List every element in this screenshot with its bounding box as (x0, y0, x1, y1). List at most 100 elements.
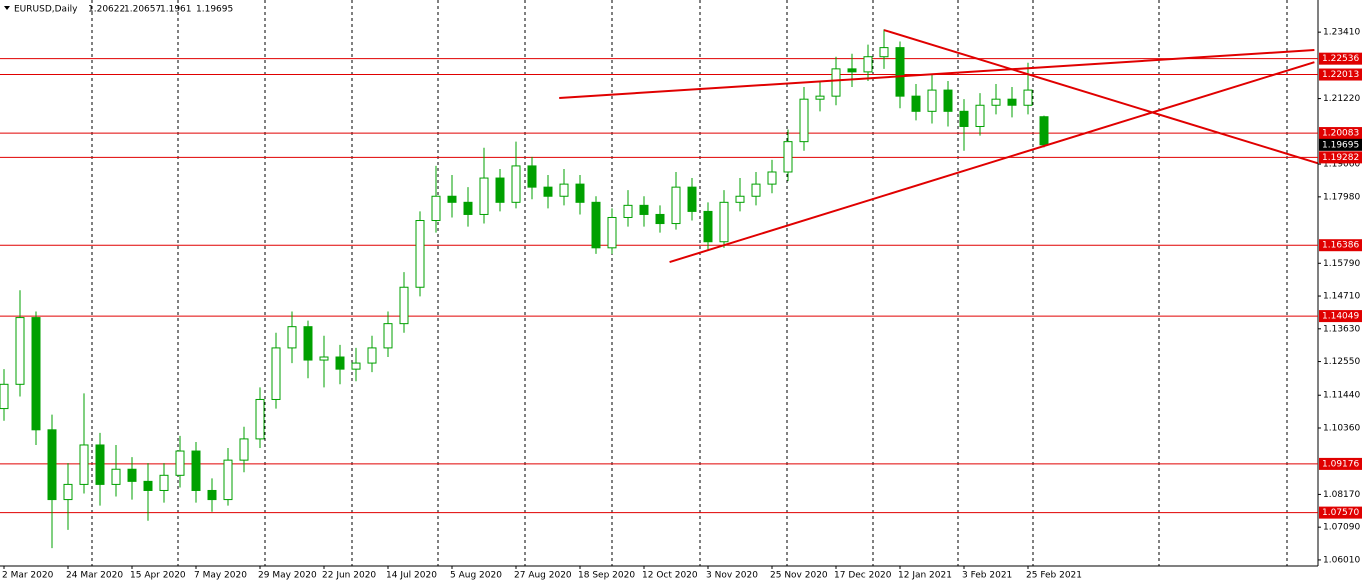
y-tick-label: 1.12550 (1323, 357, 1360, 367)
candle-body (15, 317, 25, 385)
level-label-box (1319, 506, 1362, 519)
candle-body (0, 383, 9, 410)
candle-body (1023, 89, 1033, 106)
y-tick-label: 1.23410 (1323, 28, 1360, 38)
candle-body (239, 438, 249, 461)
level-label-box (1319, 310, 1362, 323)
candle-body (991, 98, 1001, 106)
symbol-title: EURUSD,Daily (14, 5, 78, 15)
candle-body (175, 450, 185, 476)
candle-body (1007, 98, 1017, 106)
y-tick-label: 1.14710 (1323, 292, 1360, 302)
candle-body (687, 186, 697, 212)
candle-body (607, 216, 617, 249)
candle-body (255, 398, 265, 440)
trend-line (883, 29, 1318, 165)
candle-body (127, 468, 137, 482)
candle-body (495, 177, 505, 203)
candle-body (111, 468, 121, 485)
level-label: 1.20083 (1322, 129, 1359, 139)
candle-body (223, 459, 233, 501)
x-tick-label: 2 Mar 2020 (2, 571, 54, 581)
current-price-label: 1.19695 (1322, 140, 1359, 150)
candle-body (367, 347, 377, 364)
candle-body (271, 347, 281, 400)
x-tick-label: 25 Feb 2021 (1026, 571, 1082, 581)
trend-line (669, 61, 1315, 264)
candle-body (47, 429, 57, 501)
level-label: 1.14049 (1322, 312, 1359, 322)
x-tick-label: 12 Oct 2020 (642, 571, 698, 581)
candle-body (975, 104, 985, 127)
candle-body (639, 204, 649, 215)
candle-body (159, 474, 169, 491)
trend-line (559, 49, 1315, 99)
ohlc-low: 1.1961 (160, 5, 192, 15)
x-tick-label: 14 Jul 2020 (386, 571, 437, 581)
candle-body (767, 171, 777, 185)
candle-body (655, 213, 665, 225)
candle-body (799, 98, 809, 143)
x-tick-label: 24 Mar 2020 (66, 571, 123, 581)
x-tick-label: 15 Apr 2020 (130, 571, 186, 581)
candle-body (335, 356, 345, 370)
level-label: 1.22013 (1322, 70, 1359, 80)
level-label-box (1319, 457, 1362, 470)
y-tick-label: 1.10360 (1323, 423, 1360, 433)
ohlc-close: 1.19695 (196, 5, 233, 15)
candle-body (63, 483, 73, 501)
candle-body (831, 68, 841, 97)
candle-body (559, 183, 569, 197)
candle-body (959, 110, 969, 127)
candle-body (399, 286, 409, 325)
candle-body (879, 47, 889, 58)
candle-body (303, 326, 313, 361)
x-tick-label: 17 Dec 2020 (834, 571, 892, 581)
y-tick-label: 1.08170 (1323, 490, 1360, 500)
level-label-box (1319, 239, 1362, 252)
level-label-box (1319, 68, 1362, 81)
period-separators (91, 0, 1288, 566)
y-tick-label: 1.17980 (1323, 192, 1360, 202)
ohlc-open: 1.20622 (88, 5, 125, 15)
candle-body (319, 356, 329, 361)
x-tick-label: 12 Jan 2021 (898, 571, 952, 581)
candle-body (95, 444, 105, 485)
y-tick-label: 1.07090 (1323, 523, 1360, 533)
x-tick-label: 7 May 2020 (194, 571, 247, 581)
candle-body (207, 489, 217, 501)
candle-body (79, 444, 89, 485)
candle-body (847, 68, 857, 73)
candle-body (751, 183, 761, 197)
candle-body (719, 201, 729, 243)
candle-body (927, 89, 937, 112)
y-tick-label: 1.06010 (1323, 555, 1360, 565)
level-label: 1.07570 (1322, 508, 1359, 518)
candle-body (943, 89, 953, 112)
candle-body (815, 95, 825, 100)
y-tick-label: 1.11440 (1323, 391, 1360, 401)
candle-body (911, 95, 921, 112)
candle-body (287, 326, 297, 349)
candle-body (479, 177, 489, 215)
candle-body (591, 201, 601, 249)
level-label-box (1319, 127, 1362, 140)
candle-body (431, 195, 441, 222)
candle-body (351, 362, 361, 370)
level-label: 1.16386 (1322, 241, 1359, 251)
header-arrow (4, 6, 10, 10)
x-tick-label: 18 Sep 2020 (578, 571, 635, 581)
candle-body (527, 165, 537, 188)
y-tick-label: 1.13630 (1323, 324, 1360, 334)
candle-body (383, 323, 393, 349)
candle-body (703, 210, 713, 243)
level-label: 1.19282 (1322, 153, 1359, 163)
candle-body (543, 186, 553, 197)
x-tick-label: 5 Aug 2020 (450, 571, 502, 581)
candle-body (735, 195, 745, 203)
y-tick-label: 1.19060 (1323, 160, 1360, 170)
level-label: 1.22536 (1322, 54, 1359, 64)
y-tick-label: 1.21220 (1323, 94, 1360, 104)
